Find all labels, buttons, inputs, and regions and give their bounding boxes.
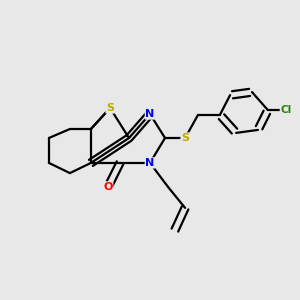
Text: N: N bbox=[146, 109, 154, 119]
Text: O: O bbox=[103, 182, 113, 192]
Text: N: N bbox=[146, 158, 154, 168]
Text: Cl: Cl bbox=[280, 105, 292, 115]
Text: S: S bbox=[106, 103, 114, 113]
Text: S: S bbox=[181, 133, 189, 143]
